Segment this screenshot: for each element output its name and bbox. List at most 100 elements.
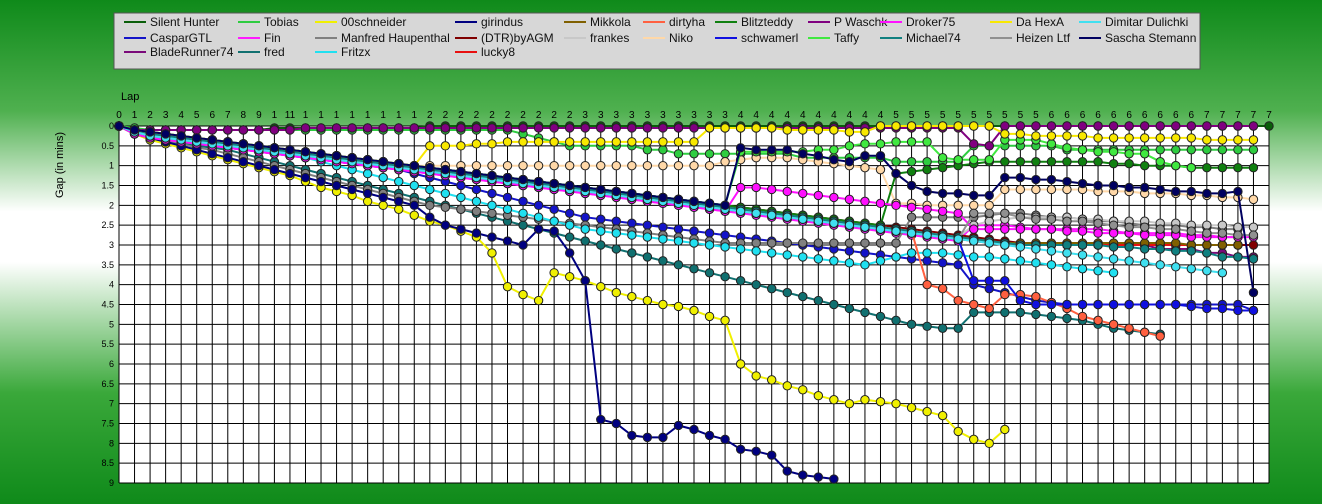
legend-item[interactable]: 00schneider [315, 15, 406, 29]
legend-item[interactable]: dirtyha [643, 15, 705, 29]
data-point [1139, 244, 1150, 254]
legend-item[interactable]: Taffy [808, 31, 859, 45]
legend-item[interactable]: Michael74 [880, 31, 961, 45]
data-point [891, 200, 901, 211]
data-point [829, 256, 839, 266]
data-point [533, 123, 544, 133]
data-point [564, 220, 575, 230]
data-point [1248, 230, 1259, 240]
x-tick-label: 1 [411, 110, 417, 121]
data-point [906, 319, 917, 330]
data-point [362, 155, 373, 165]
data-point [860, 162, 870, 173]
data-point [502, 204, 513, 215]
data-point [1031, 121, 1041, 131]
data-point [1077, 157, 1088, 167]
data-point [844, 398, 855, 409]
x-tick-label: 2 [505, 110, 511, 121]
data-point [1186, 226, 1196, 236]
data-point [953, 208, 963, 218]
data-point [798, 385, 808, 395]
data-point [937, 410, 948, 421]
data-point [969, 434, 979, 445]
legend-item[interactable]: (DTR)byAGM [455, 31, 554, 45]
legend-item[interactable]: Mikkola [564, 15, 631, 29]
data-point [1202, 121, 1212, 131]
legend-item[interactable]: Droker75 [880, 15, 956, 29]
legend-item[interactable]: CasparGTL [124, 31, 212, 45]
legend-item[interactable]: fred [238, 45, 285, 59]
x-tick-label: 6 [1142, 110, 1148, 121]
data-point [751, 123, 761, 133]
data-point [440, 123, 451, 133]
legend-item[interactable]: Blitzteddy [715, 15, 793, 29]
data-point [1093, 299, 1103, 310]
data-point [906, 166, 917, 177]
data-point [813, 125, 824, 135]
legend-item[interactable]: Heizen Ltf [990, 31, 1071, 45]
legend-item[interactable]: Fritzx [315, 45, 370, 59]
legend-item[interactable]: Niko [643, 31, 693, 45]
data-point [1124, 121, 1134, 131]
x-tick-label: 1 [380, 110, 386, 121]
data-point [1171, 133, 1181, 143]
legend-item[interactable]: Da HexA [990, 15, 1064, 29]
data-point [798, 291, 808, 302]
data-point [984, 438, 994, 449]
data-point [1139, 149, 1150, 159]
data-point [394, 196, 404, 207]
data-point [1139, 222, 1150, 232]
data-point [409, 160, 419, 171]
data-point [564, 180, 575, 191]
data-point [1186, 121, 1196, 131]
legend-item[interactable]: Manfred Haupenthal [315, 31, 450, 45]
legend-item[interactable]: schwamerl [715, 31, 798, 45]
data-point [922, 279, 932, 290]
data-point [533, 137, 544, 147]
legend-item[interactable]: BladeRunner74 [124, 45, 234, 59]
data-point [207, 135, 217, 145]
data-point [782, 238, 792, 248]
data-point [844, 220, 855, 230]
data-point [378, 157, 388, 167]
data-point [1031, 174, 1041, 185]
data-point [1015, 307, 1026, 318]
data-point [580, 212, 590, 222]
data-point [829, 218, 839, 228]
data-point [114, 121, 124, 131]
data-point [658, 222, 668, 232]
data-point [984, 283, 994, 294]
data-point [1046, 157, 1057, 167]
data-point [658, 192, 668, 203]
data-point [1046, 224, 1057, 234]
data-point [906, 157, 917, 167]
data-point [1171, 262, 1181, 272]
data-point [673, 123, 684, 133]
data-point [969, 155, 979, 165]
legend-item[interactable]: Dimitar Dulichki [1079, 15, 1188, 29]
data-point [378, 192, 388, 203]
data-point [564, 137, 575, 147]
data-point [362, 168, 373, 179]
data-point [860, 127, 870, 137]
data-point [860, 196, 870, 207]
data-point [518, 160, 528, 171]
data-point [1046, 246, 1057, 256]
legend-item[interactable]: frankes [564, 31, 629, 45]
data-point [1124, 256, 1134, 266]
legend-item[interactable]: Sascha Stemann [1079, 31, 1196, 45]
data-point [285, 125, 295, 135]
legend-item[interactable]: Fin [238, 31, 281, 45]
data-point [440, 141, 451, 151]
data-point [1233, 252, 1243, 262]
legend-item[interactable]: P Waschk [808, 15, 888, 29]
data-point [269, 164, 280, 175]
data-point [1217, 145, 1228, 155]
legend-item[interactable]: Silent Hunter [124, 15, 219, 29]
legend-item[interactable]: lucky8 [455, 45, 515, 59]
data-point [502, 123, 513, 133]
legend-item[interactable]: Tobias [238, 15, 299, 29]
legend-item[interactable]: girindus [455, 15, 523, 29]
data-point [1108, 299, 1119, 310]
data-point [1108, 180, 1119, 191]
